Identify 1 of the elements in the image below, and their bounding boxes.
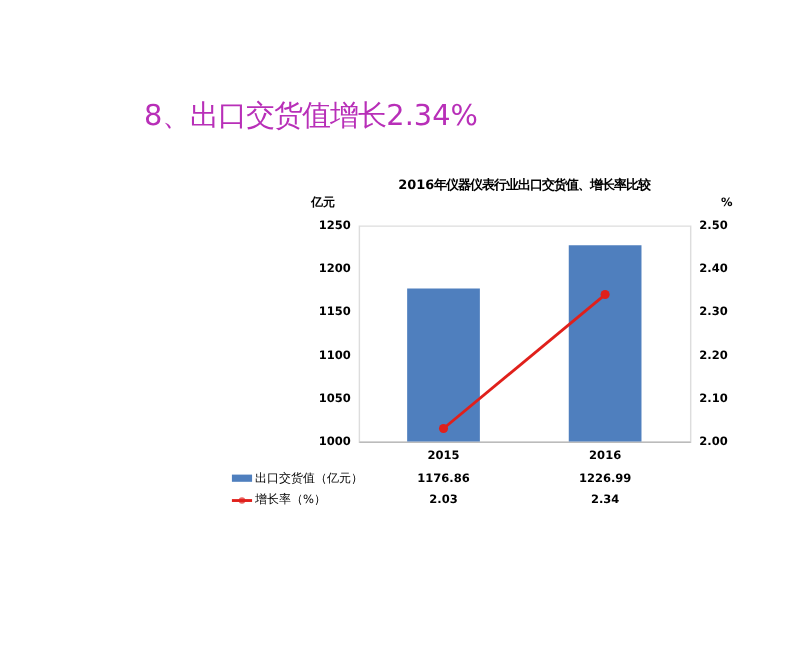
chart-title: 8、出口交货值增长2.34% <box>144 100 478 133</box>
